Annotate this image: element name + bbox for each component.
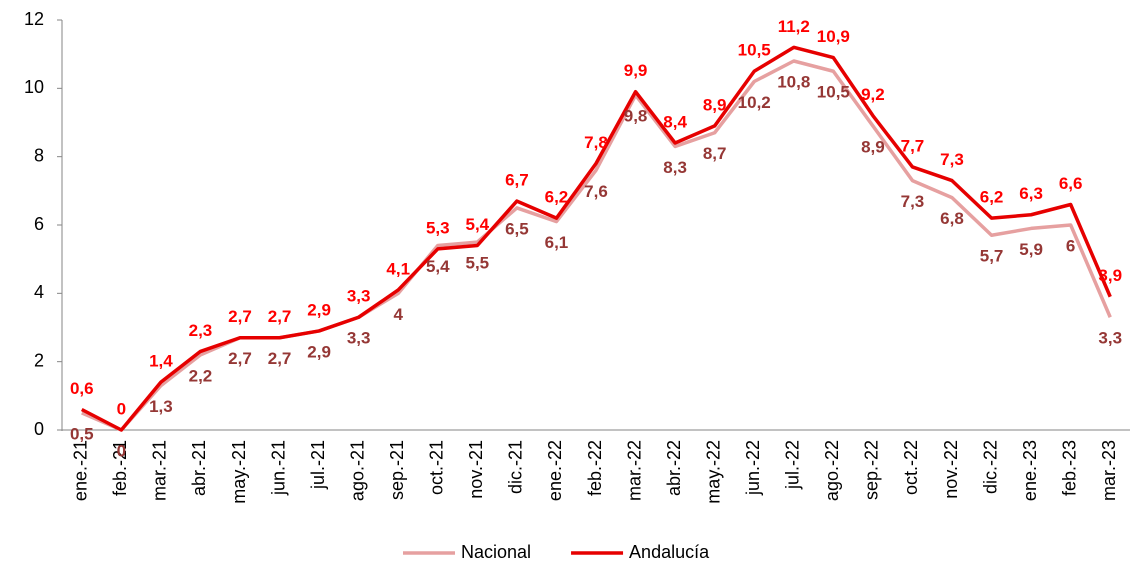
data-label: 11,2 bbox=[778, 17, 810, 36]
data-label: 6,7 bbox=[505, 171, 529, 190]
data-label: 2,7 bbox=[268, 307, 292, 326]
x-tick-label: jul.-22 bbox=[783, 440, 803, 490]
data-label: 5,9 bbox=[1019, 240, 1043, 259]
x-tick-label: ago.-22 bbox=[822, 440, 842, 501]
x-tick-label: feb.-21 bbox=[110, 440, 130, 496]
data-label: 6,3 bbox=[1019, 184, 1043, 203]
x-tick-label: mar.-21 bbox=[150, 440, 170, 501]
data-label: 5,5 bbox=[466, 254, 490, 273]
x-tick-label: nov.-22 bbox=[941, 440, 961, 499]
data-label: 8,9 bbox=[703, 95, 727, 114]
data-label: 8,7 bbox=[703, 144, 727, 163]
data-label: 3,3 bbox=[347, 329, 371, 348]
data-label: 5,4 bbox=[426, 257, 450, 276]
data-label: 7,3 bbox=[901, 192, 925, 211]
data-label: 8,4 bbox=[663, 112, 687, 131]
x-tick-label: mar.-22 bbox=[624, 440, 644, 501]
data-label: 9,2 bbox=[861, 85, 885, 104]
data-label: 1,4 bbox=[149, 352, 173, 371]
x-tick-label: oct.-21 bbox=[427, 440, 447, 495]
x-tick-label: may.-22 bbox=[703, 440, 723, 504]
y-tick-label: 0 bbox=[34, 419, 44, 439]
x-tick-label: feb.-22 bbox=[585, 440, 605, 496]
x-tick-label: nov.-21 bbox=[466, 440, 486, 499]
data-label: 6,6 bbox=[1059, 174, 1083, 193]
data-label: 0 bbox=[117, 441, 126, 460]
x-tick-label: dic.-21 bbox=[506, 440, 526, 494]
data-label: 10,9 bbox=[817, 27, 850, 46]
data-label: 1,3 bbox=[149, 397, 173, 416]
x-tick-label: mar.-23 bbox=[1099, 440, 1119, 501]
data-label: 2,3 bbox=[189, 321, 213, 340]
data-label: 4,1 bbox=[386, 259, 410, 278]
data-label: 5,7 bbox=[980, 247, 1004, 266]
data-label: 0 bbox=[117, 399, 126, 418]
data-label: 6,2 bbox=[545, 188, 569, 207]
data-label: 6,2 bbox=[980, 188, 1004, 207]
data-label: 3,3 bbox=[1098, 329, 1122, 348]
data-label: 8,3 bbox=[663, 158, 687, 177]
y-tick-label: 10 bbox=[24, 77, 44, 97]
y-tick-label: 6 bbox=[34, 214, 44, 234]
data-label: 2,7 bbox=[268, 349, 292, 368]
data-label: 6,8 bbox=[940, 209, 964, 228]
x-tick-label: abr.-22 bbox=[664, 440, 684, 496]
data-label: 2,9 bbox=[307, 300, 331, 319]
data-label: 6,5 bbox=[505, 219, 529, 238]
data-label: 9,8 bbox=[624, 107, 648, 126]
data-label: 4 bbox=[393, 305, 403, 324]
x-tick-label: feb.-23 bbox=[1059, 440, 1079, 496]
data-label: 5,4 bbox=[466, 215, 490, 234]
data-label: 7,6 bbox=[584, 182, 608, 201]
x-tick-label: ene.-22 bbox=[545, 440, 565, 501]
x-tick-label: jun.-21 bbox=[268, 440, 288, 496]
data-label: 7,3 bbox=[940, 150, 964, 169]
data-label: 7,8 bbox=[584, 133, 608, 152]
data-label: 10,5 bbox=[817, 83, 850, 102]
data-label: 5,3 bbox=[426, 218, 450, 237]
x-tick-label: sep.-22 bbox=[862, 440, 882, 500]
data-label: 10,5 bbox=[738, 41, 771, 60]
data-label: 2,9 bbox=[307, 342, 331, 361]
data-label: 8,9 bbox=[861, 137, 885, 156]
data-label: 3,9 bbox=[1098, 266, 1122, 285]
y-tick-label: 4 bbox=[34, 282, 44, 302]
data-label: 6 bbox=[1066, 236, 1075, 255]
data-label: 2,7 bbox=[228, 349, 252, 368]
x-tick-label: oct.-22 bbox=[901, 440, 921, 495]
x-tick-label: jul.-21 bbox=[308, 440, 328, 490]
data-label: 9,9 bbox=[624, 61, 648, 80]
x-tick-label: ene.-21 bbox=[71, 440, 91, 501]
data-label: 0,5 bbox=[70, 424, 94, 443]
y-tick-label: 2 bbox=[34, 350, 44, 370]
x-tick-label: may.-21 bbox=[229, 440, 249, 504]
legend-label: Nacional bbox=[461, 542, 531, 562]
data-label: 7,7 bbox=[901, 136, 925, 155]
x-tick-label: abr.-21 bbox=[189, 440, 209, 496]
x-tick-label: dic.-22 bbox=[980, 440, 1000, 494]
y-tick-label: 8 bbox=[34, 145, 44, 165]
data-label: 3,3 bbox=[347, 287, 371, 306]
series-line bbox=[80, 45, 1112, 432]
series-line bbox=[81, 59, 1112, 432]
x-tick-label: jun.-22 bbox=[743, 440, 763, 496]
legend-label: Andalucía bbox=[629, 542, 710, 562]
data-label: 0,6 bbox=[70, 379, 94, 398]
data-label: 6,1 bbox=[545, 233, 569, 252]
data-label: 2,2 bbox=[189, 366, 213, 385]
data-label: 10,8 bbox=[777, 72, 810, 91]
x-tick-label: ago.-21 bbox=[347, 440, 367, 501]
x-tick-label: sep.-21 bbox=[387, 440, 407, 500]
x-tick-label: ene.-23 bbox=[1020, 440, 1040, 501]
data-label: 2,7 bbox=[228, 307, 252, 326]
data-label: 10,2 bbox=[738, 93, 771, 112]
y-tick-label: 12 bbox=[24, 9, 44, 29]
